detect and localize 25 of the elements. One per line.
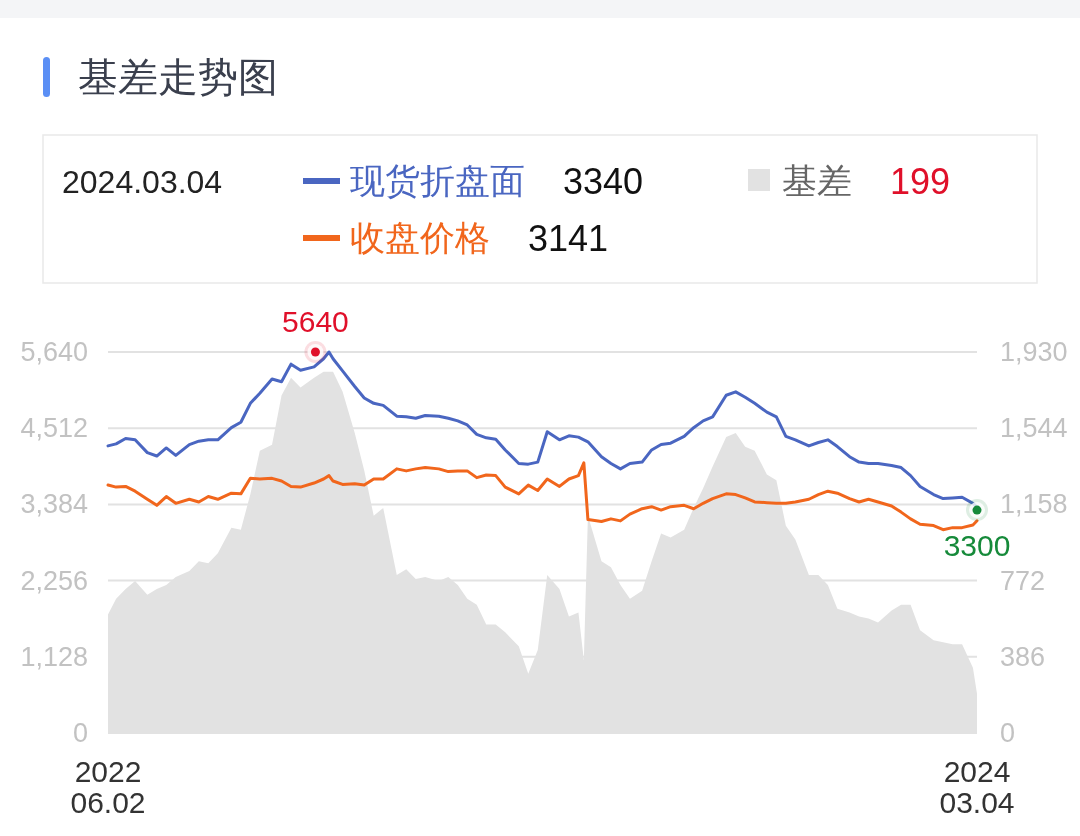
title: 基差走势图 bbox=[78, 55, 278, 99]
annotation: 3300 bbox=[943, 529, 1011, 563]
y-tick-label: 4,512 bbox=[20, 413, 88, 444]
y-tick-label: 2,256 bbox=[20, 565, 88, 596]
y-tick-label: 0 bbox=[72, 718, 88, 748]
x-tick-label: 2022 06.02 bbox=[70, 755, 146, 819]
y2-tick-label: 0 bbox=[1000, 718, 1016, 748]
legend-item: 基差 199 bbox=[748, 161, 951, 202]
y2-tick-label: 1,930 bbox=[1000, 337, 1068, 367]
legend-item: 现货折盘面 3340 bbox=[303, 161, 644, 202]
y2-tick-label: 772 bbox=[1000, 565, 1046, 596]
y2-tick-label: 386 bbox=[1000, 641, 1046, 672]
x-tick-label: 2024 03.04 bbox=[939, 755, 1015, 819]
legend-label: 基差 bbox=[782, 161, 852, 200]
text: 2024.03.04 bbox=[62, 164, 223, 200]
y2-tick-label: 1,544 bbox=[1000, 413, 1068, 444]
legend-label: 收盘价格 bbox=[350, 218, 490, 257]
y-tick-label: 1,128 bbox=[20, 641, 88, 672]
annotation: 5640 bbox=[282, 305, 349, 338]
mark-point: 5640 bbox=[282, 305, 349, 363]
y-tick-label: 3,384 bbox=[20, 489, 88, 520]
y-tick-label: 5,640 bbox=[20, 337, 88, 367]
legend-item: 收盘价格 3141 bbox=[303, 218, 609, 259]
legend-label: 现货折盘面 bbox=[350, 161, 525, 200]
y2-tick-label: 1,158 bbox=[1000, 489, 1068, 520]
